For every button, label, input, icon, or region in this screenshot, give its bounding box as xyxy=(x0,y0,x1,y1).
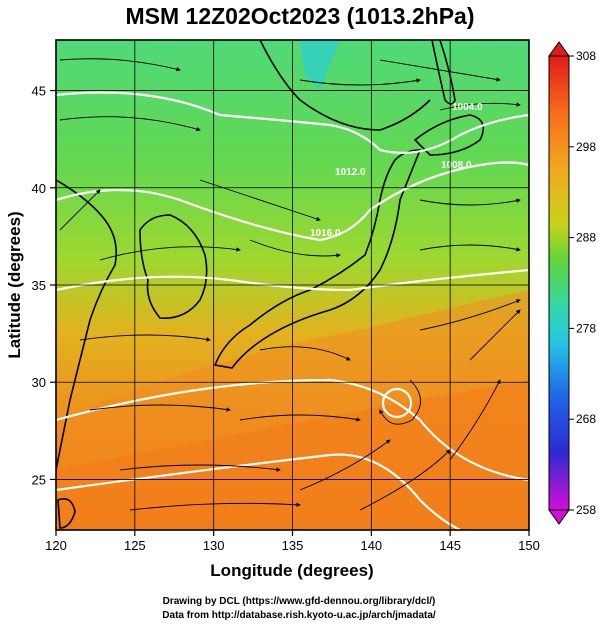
colorbar-tick-label: 298 xyxy=(576,140,596,154)
china-coast xyxy=(56,179,118,471)
cold-patch xyxy=(300,40,340,90)
y-tick-label: 40 xyxy=(32,181,46,196)
russia-coast xyxy=(259,40,431,131)
y-tick-label: 30 xyxy=(32,375,46,390)
colorbar-bottom-triangle xyxy=(548,509,570,525)
typhoon-circle xyxy=(381,387,413,419)
colorbar-tick-label: 308 xyxy=(576,49,596,63)
y-tick-label: 25 xyxy=(32,472,46,487)
credit-line-1: Drawing by DCL (https://www.gfd-dennou.o… xyxy=(163,596,436,607)
japan-coast xyxy=(213,149,422,369)
contour-label: 1012.0 xyxy=(335,167,366,178)
colorbar-top-triangle xyxy=(548,41,570,57)
x-tick-label: 150 xyxy=(518,538,540,553)
contour-label: 1008.0 xyxy=(441,160,472,171)
colorbar: 308 298 288 278 268 258 xyxy=(548,41,596,525)
chart-title: MSM 12Z02Oct2023 (1013.2hPa) xyxy=(125,3,474,29)
x-tick-label: 135 xyxy=(282,538,304,553)
x-axis-label: Longitude (degrees) xyxy=(210,561,373,580)
isobars xyxy=(56,91,529,530)
credit-line-2: Data from http://database.rish.kyoto-u.a… xyxy=(162,610,436,621)
grid xyxy=(56,40,529,530)
y-tick-label: 45 xyxy=(32,84,46,99)
korea-coast xyxy=(139,214,208,319)
x-tick-label: 140 xyxy=(360,538,382,553)
colorbar-tick-label: 268 xyxy=(576,412,596,426)
x-axis: 120 125 130 135 140 145 150 xyxy=(45,530,540,553)
colorbar-tick-label: 288 xyxy=(576,231,596,245)
x-tick-label: 130 xyxy=(203,538,225,553)
y-tick-label: 35 xyxy=(32,278,46,293)
map-plot: 1004.0 1008.0 1012.0 1016.0 xyxy=(56,40,529,530)
contour-label: 1016.0 xyxy=(310,228,341,239)
colorbar-ticks: 308 298 288 278 268 258 xyxy=(569,49,596,517)
taiwan-coast xyxy=(57,498,76,529)
x-tick-label: 120 xyxy=(45,538,67,553)
colorbar-tick-label: 258 xyxy=(576,503,596,517)
y-axis: 25 30 35 40 45 xyxy=(32,84,56,487)
colorbar-tick-label: 278 xyxy=(576,321,596,335)
contour-label: 1004.0 xyxy=(452,102,483,113)
coastlines xyxy=(56,40,485,529)
x-tick-label: 125 xyxy=(124,538,146,553)
y-axis-label: Latitude (degrees) xyxy=(5,211,24,358)
x-tick-label: 145 xyxy=(439,538,461,553)
colorbar-body xyxy=(548,55,570,511)
